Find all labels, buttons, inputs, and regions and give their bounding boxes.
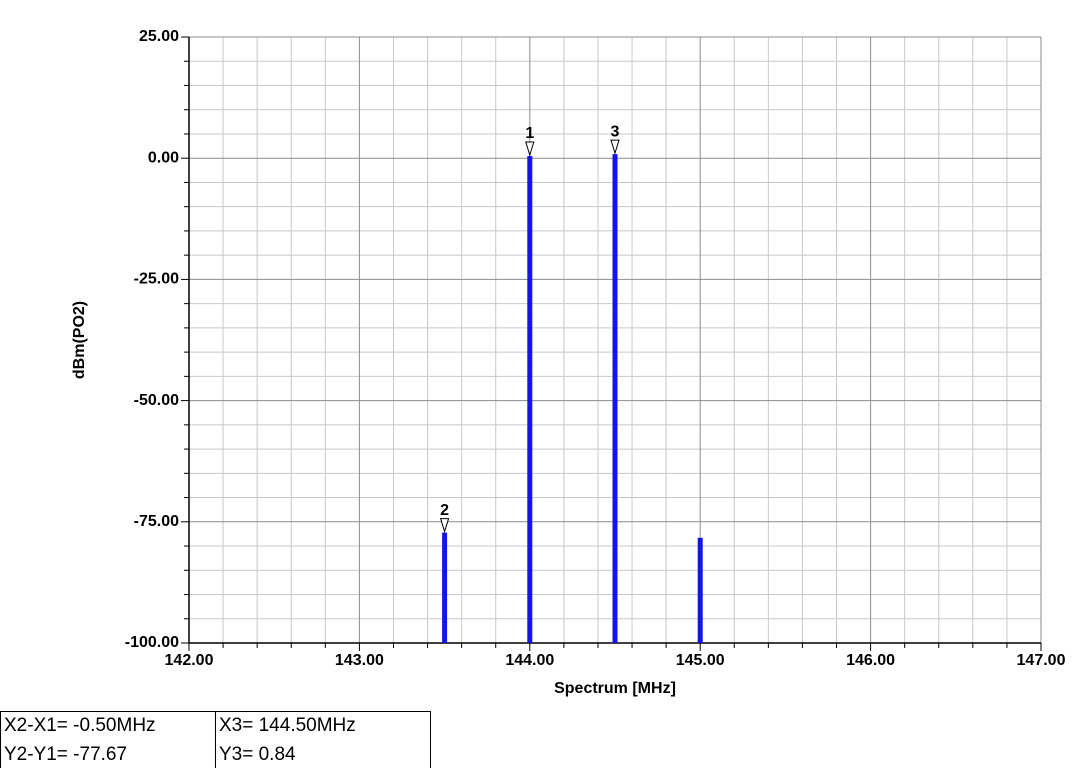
x-tick-label: 144.00: [505, 652, 554, 669]
stem: [442, 532, 448, 643]
x-tick-label: 142.00: [165, 652, 214, 669]
marker-label: 1: [525, 125, 534, 142]
readout-text: Y2-Y1= -77.67: [4, 744, 127, 765]
readout-text: Y3= 0.84: [219, 744, 296, 765]
y-tick-label: -100.00: [125, 634, 179, 651]
marker-arrow: [439, 518, 450, 534]
x-tick-label: 145.00: [676, 652, 725, 669]
marker-arrow: [525, 141, 535, 157]
x-tick-label: 147.00: [1017, 652, 1066, 669]
marker-arrow: [610, 139, 620, 155]
marker-label: 3: [611, 123, 620, 140]
y-tick-label: -25.00: [134, 271, 179, 288]
y-tick-label: -75.00: [134, 513, 179, 530]
readout-text: X3= 144.50MHz: [219, 715, 356, 736]
y-tick-label: -50.00: [134, 392, 179, 409]
y-tick-label: 0.00: [148, 149, 179, 166]
x-tick-label: 146.00: [846, 652, 895, 669]
x-tick-label: 143.00: [335, 652, 384, 669]
stem: [612, 154, 618, 643]
y-tick-label: 25.00: [139, 28, 179, 45]
y-axis-label: dBm(PO2): [71, 301, 88, 379]
stem: [697, 537, 703, 643]
stem: [527, 156, 533, 643]
readout-text: X2-X1= -0.50MHz: [4, 715, 156, 736]
marker-label: 2: [440, 502, 449, 519]
x-axis-label: Spectrum [MHz]: [554, 680, 676, 697]
